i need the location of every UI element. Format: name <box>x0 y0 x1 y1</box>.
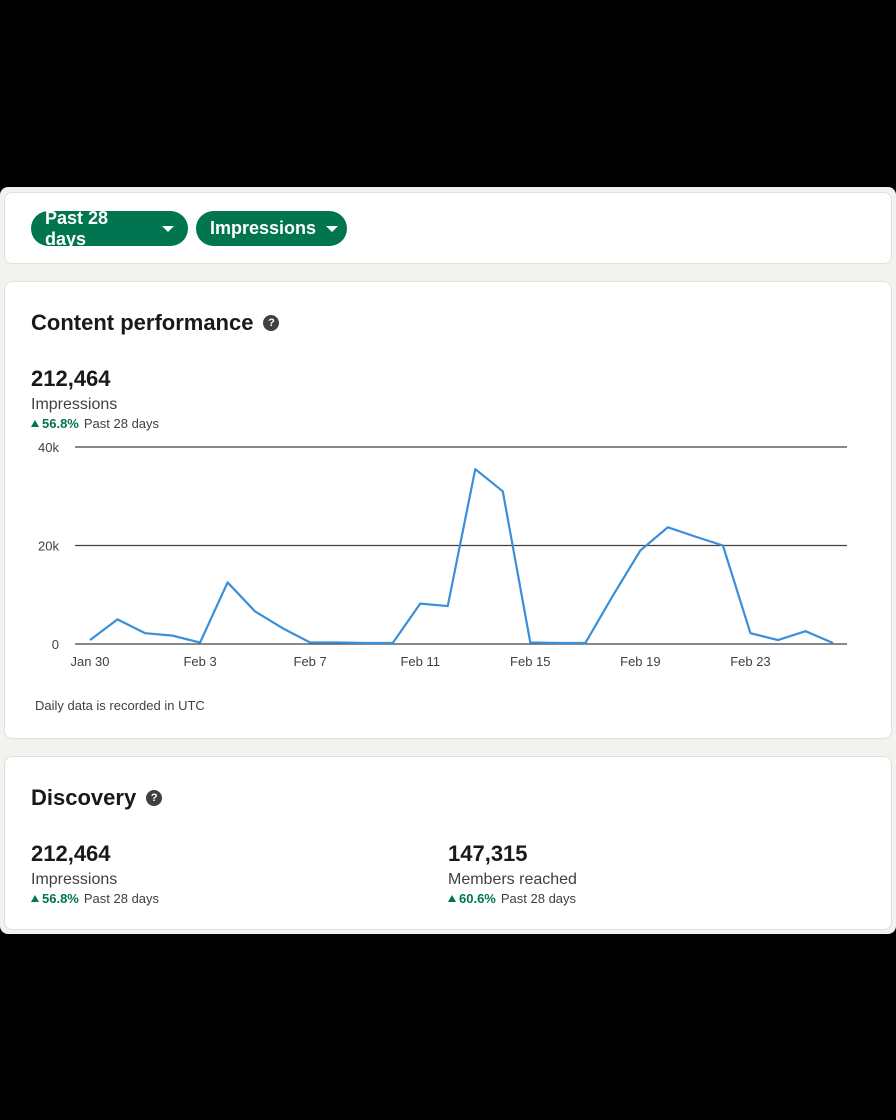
impressions-change: 56.8% Past 28 days <box>31 416 159 431</box>
caret-down-icon <box>326 225 339 232</box>
date-range-label: Past 28 days <box>45 207 109 249</box>
section-title-text: Content performance <box>31 310 254 335</box>
impressions-stat: 212,464 Impressions 56.8% Past 28 days <box>31 366 159 431</box>
members-change: 60.6% Past 28 days <box>448 891 577 906</box>
trend-up-icon <box>31 420 39 427</box>
change-percent: 56.8% <box>42 416 79 431</box>
x-tick-label: Feb 3 <box>183 654 216 669</box>
discovery-title: Discovery ? <box>31 785 163 811</box>
impressions-label: Impressions <box>31 871 118 888</box>
impressions-label: Impressions <box>31 396 118 413</box>
y-tick-label: 40k <box>38 440 59 455</box>
change-period: Past 28 days <box>83 891 160 906</box>
x-tick-label: Feb 15 <box>510 654 550 669</box>
help-icon[interactable]: ? <box>263 315 280 331</box>
utc-note: Daily data is recorded in UTC <box>35 698 205 713</box>
discovery-impressions-stat: 212,464 Impressions 56.8% Past 28 days <box>31 841 159 906</box>
filter-bar: Past 28 days Impressions <box>4 192 892 264</box>
members-reached-stat: 147,315 Members reached 60.6% Past 28 da… <box>448 841 577 906</box>
analytics-panel: Past 28 days Impressions Content perform… <box>0 187 896 934</box>
x-tick-label: Feb 19 <box>620 654 660 669</box>
change-period: Past 28 days <box>83 416 160 431</box>
impressions-value: 212,464 <box>31 841 111 866</box>
members-value: 147,315 <box>448 841 528 866</box>
metric-label: Impressions <box>210 218 317 238</box>
caret-down-icon <box>162 225 174 232</box>
impressions-change: 56.8% Past 28 days <box>31 891 159 906</box>
members-label: Members reached <box>448 871 577 888</box>
change-period: Past 28 days <box>500 891 577 906</box>
change-percent: 60.6% <box>459 891 496 906</box>
section-title-text: Discovery <box>31 785 137 810</box>
y-tick-label: 20k <box>38 539 59 554</box>
help-icon[interactable]: ? <box>146 790 163 806</box>
series-line-impressions <box>89 468 834 645</box>
trend-up-icon <box>448 895 456 902</box>
change-percent: 56.8% <box>42 891 79 906</box>
date-range-dropdown[interactable]: Past 28 days <box>31 208 188 249</box>
trend-up-icon <box>31 895 39 902</box>
x-tick-label: Jan 30 <box>70 654 109 669</box>
content-performance-title: Content performance ? <box>31 310 280 336</box>
x-tick-label: Feb 7 <box>294 654 327 669</box>
impressions-value: 212,464 <box>31 366 111 391</box>
x-tick-label: Feb 23 <box>730 654 770 669</box>
discovery-card: Discovery ? 212,464 Impressions 56.8% Pa… <box>4 756 892 930</box>
impressions-line-chart: 0 20k 40k Jan 30 Feb 3 Feb 7 Feb 11 Feb 15 Feb 1… <box>38 440 847 669</box>
metric-dropdown[interactable]: Impressions <box>196 211 347 246</box>
content-performance-card: Content performance ? 212,464 Impression… <box>4 281 892 739</box>
x-tick-label: Feb 11 <box>400 654 440 669</box>
y-tick-label: 0 <box>52 637 59 652</box>
